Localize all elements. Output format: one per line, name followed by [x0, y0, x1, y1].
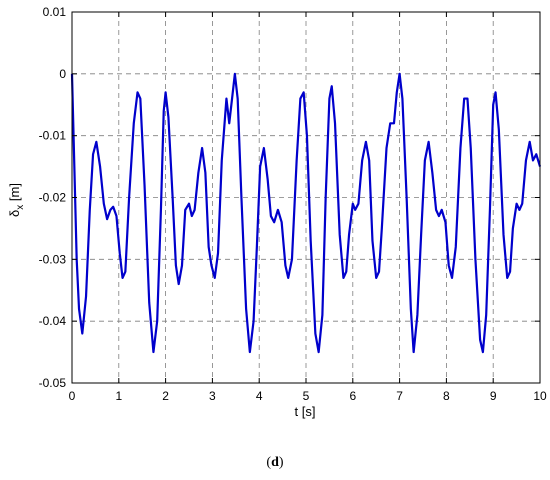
y-tick-label: -0.02: [39, 191, 67, 205]
figure-caption: (d): [266, 455, 283, 470]
x-tick-label: 8: [443, 389, 450, 403]
x-tick-label: 1: [115, 389, 122, 403]
y-axis-label-unit: [m]: [7, 183, 22, 205]
y-axis-label-main: δ: [7, 210, 22, 217]
x-tick-label: 4: [256, 389, 263, 403]
caption-close: ): [279, 455, 284, 470]
x-axis-label: t [s]: [295, 404, 316, 419]
tick-marks: [71, 11, 541, 384]
y-tick-labels: 0.01 0 -0.01 -0.02 -0.03 -0.04 -0.05: [39, 5, 67, 390]
y-tick-label: 0: [59, 67, 66, 81]
caption-open: (: [266, 455, 271, 470]
x-tick-labels: 0 1 2 3 4 5 6 7 8 9 10: [69, 389, 547, 403]
y-tick-label: -0.03: [39, 252, 67, 266]
y-axis-label-subscript: x: [15, 205, 26, 210]
y-axis-label: δx [m]: [7, 183, 26, 217]
x-tick-label: 3: [209, 389, 216, 403]
x-tick-label: 2: [162, 389, 169, 403]
x-tick-label: 0: [69, 389, 76, 403]
series-layer: [70, 72, 542, 354]
y-tick-label: -0.04: [39, 314, 67, 328]
x-tick-label: 7: [396, 389, 403, 403]
x-tick-label: 10: [533, 389, 547, 403]
y-tick-label: -0.01: [39, 129, 67, 143]
y-tick-label: 0.01: [43, 5, 67, 19]
caption-letter: d: [271, 455, 279, 470]
grid-lines: [72, 12, 540, 383]
y-tick-label: -0.05: [39, 376, 67, 390]
x-tick-label: 6: [349, 389, 356, 403]
series-line: [70, 72, 542, 354]
x-tick-label: 5: [303, 389, 310, 403]
x-tick-label: 9: [490, 389, 497, 403]
